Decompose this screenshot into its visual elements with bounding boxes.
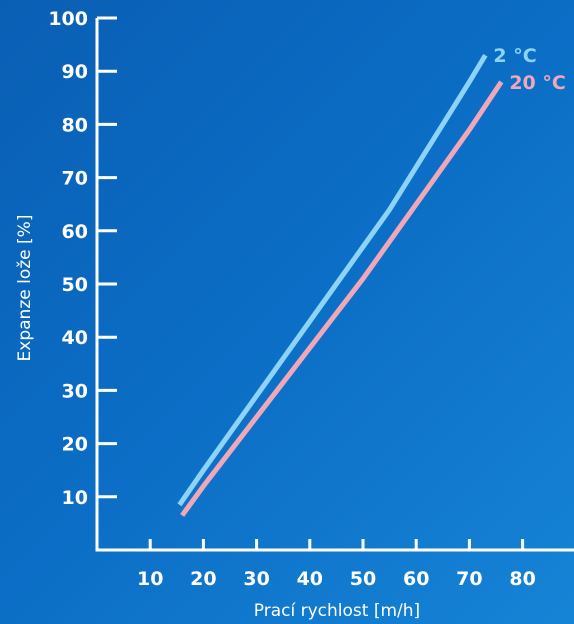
x-tick-label: 40: [297, 568, 323, 590]
y-tick-label: 100: [48, 8, 88, 30]
x-tick-label: 80: [509, 568, 535, 590]
y-tick-label: 20: [62, 434, 88, 456]
x-tick-label: 20: [190, 568, 216, 590]
x-tick-label: 50: [350, 568, 376, 590]
y-tick-label: 60: [62, 221, 88, 243]
y-tick-label: 70: [62, 168, 88, 190]
y-axis-title: Expanze lože [%]: [15, 215, 35, 362]
y-tick-label: 30: [62, 380, 88, 402]
series-line-1: [177, 53, 488, 507]
y-tick-label: 50: [62, 274, 88, 296]
y-tick-label: 90: [62, 61, 88, 83]
x-tick-label: 70: [456, 568, 482, 590]
x-tick-label: 10: [137, 568, 163, 590]
x-tick-label: 60: [403, 568, 429, 590]
y-tick-label: 80: [62, 114, 88, 136]
series-label-2: 20 °C: [509, 72, 566, 94]
y-tick-label: 10: [62, 487, 88, 509]
y-ticks: 10 20 30 40 50 60 70 80 90 100: [48, 8, 117, 509]
x-ticks: 10 20 30 40 50 60 70 80: [137, 539, 536, 590]
y-tick-label: 40: [62, 327, 88, 349]
x-tick-label: 30: [243, 568, 269, 590]
series-line-2: [180, 80, 504, 517]
series-layer: 2 °C 20 °C: [177, 45, 566, 517]
x-axis-title: Prací rychlost [m/h]: [254, 601, 420, 621]
series-label-1: 2 °C: [493, 45, 536, 67]
